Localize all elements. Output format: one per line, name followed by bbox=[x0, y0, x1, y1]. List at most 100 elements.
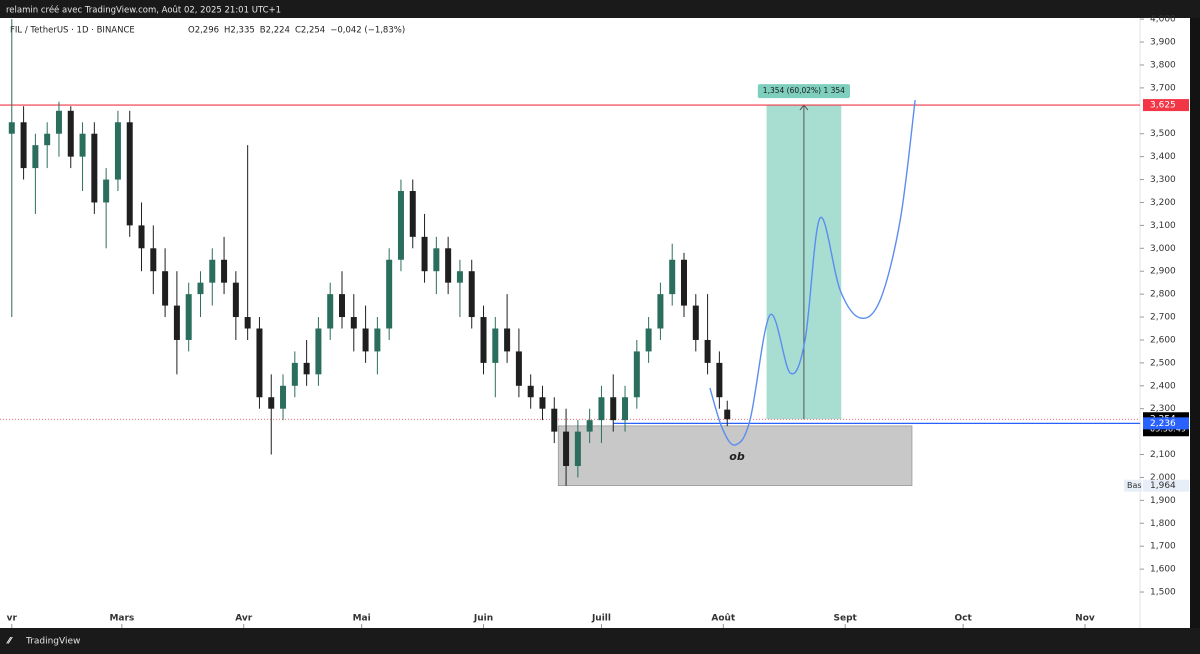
x-tick-label: Sept bbox=[834, 614, 858, 624]
candle-body bbox=[515, 351, 522, 386]
footer-logo: TradingView bbox=[25, 637, 80, 647]
candle-body bbox=[91, 133, 98, 203]
candle-body bbox=[162, 271, 169, 306]
x-tick-label: Nov bbox=[1075, 614, 1095, 624]
x-tick-label: vr bbox=[7, 614, 18, 624]
candle-body bbox=[397, 191, 404, 260]
y-tick-label: 1,800 bbox=[1150, 519, 1176, 529]
candle-body bbox=[8, 122, 15, 134]
candle-body bbox=[480, 317, 487, 363]
candle-body bbox=[291, 362, 298, 386]
y-tick-label: 4,000 bbox=[1150, 15, 1176, 25]
ohlc-value: B2,224 bbox=[260, 26, 290, 36]
candle-body bbox=[280, 385, 287, 409]
candle-body bbox=[339, 294, 345, 318]
candle-body bbox=[362, 328, 369, 352]
candle-body bbox=[20, 122, 27, 169]
candle-body bbox=[173, 305, 180, 340]
candle-body bbox=[622, 397, 629, 421]
candle-body bbox=[67, 110, 74, 157]
x-tick-label: Juin bbox=[473, 614, 493, 624]
ohlc-value: C2,254 bbox=[295, 26, 325, 36]
candle-body bbox=[303, 362, 310, 375]
candle-body bbox=[221, 259, 228, 283]
price-label-box bbox=[1143, 99, 1189, 112]
y-tick-label: 1,600 bbox=[1150, 565, 1176, 575]
y-tick-label: 2,100 bbox=[1150, 450, 1176, 460]
candle-body bbox=[563, 431, 570, 466]
candle-body bbox=[433, 248, 440, 272]
ohlc-legend: O2,296 H2,335 B2,224 C2,254 −0,042 (−1,83%) bbox=[188, 26, 405, 36]
price-label: 1,964 bbox=[1150, 481, 1176, 491]
candle-body bbox=[209, 259, 216, 283]
chart-area bbox=[0, 18, 1190, 628]
candle-body bbox=[327, 294, 334, 329]
y-tick-label: 3,800 bbox=[1150, 60, 1176, 70]
candle-body bbox=[268, 397, 275, 409]
y-tick-label: 1,700 bbox=[1150, 542, 1176, 552]
candle-body bbox=[539, 397, 546, 409]
prefix-box bbox=[1124, 479, 1142, 492]
ohlc-value: O2,296 bbox=[188, 26, 219, 36]
candle-body bbox=[504, 328, 511, 352]
candle-body bbox=[657, 294, 664, 329]
candle-body bbox=[197, 282, 204, 295]
ob-label: ob bbox=[729, 450, 745, 463]
y-tick-label: 3,500 bbox=[1150, 129, 1176, 139]
candle-body bbox=[692, 305, 699, 340]
y-tick-label: 3,700 bbox=[1150, 83, 1176, 93]
candle-body bbox=[44, 133, 51, 146]
x-tick-label: Mai bbox=[353, 614, 371, 624]
candle-body bbox=[350, 317, 357, 329]
candle-body bbox=[445, 248, 452, 283]
candle-body bbox=[598, 397, 605, 421]
y-tick-label: 2,300 bbox=[1150, 404, 1176, 414]
candle-body bbox=[724, 409, 731, 420]
candle-body bbox=[138, 225, 145, 249]
price-label: 2,236 bbox=[1150, 419, 1176, 429]
y-tick-label: 3,100 bbox=[1150, 221, 1176, 231]
x-tick-label: Juill bbox=[591, 614, 611, 624]
y-tick-label: 1,900 bbox=[1150, 496, 1176, 506]
candle-body bbox=[704, 339, 711, 363]
y-tick-label: 2,600 bbox=[1150, 335, 1176, 345]
price-label: 3,625 bbox=[1150, 101, 1176, 111]
candle-body bbox=[315, 328, 322, 375]
candle-body bbox=[633, 351, 640, 398]
candle-body bbox=[386, 259, 393, 329]
candle-body bbox=[586, 420, 593, 432]
target-label: 1,354 (60,02%) 1 354 bbox=[763, 86, 845, 95]
ohlc-value: −0,042 (−1,83%) bbox=[330, 26, 405, 36]
y-tick-label: 1,500 bbox=[1150, 588, 1176, 598]
y-tick-label: 2,900 bbox=[1150, 267, 1176, 277]
y-tick-label: 2,800 bbox=[1150, 290, 1176, 300]
candle-body bbox=[126, 122, 133, 226]
y-tick-label: 2,000 bbox=[1150, 473, 1176, 483]
candle-body bbox=[468, 271, 475, 318]
ob-zone bbox=[557, 425, 913, 486]
y-tick-label: 2,400 bbox=[1150, 381, 1176, 391]
candle-body bbox=[551, 408, 558, 432]
candle-body bbox=[409, 191, 416, 237]
y-tick-label: 3,400 bbox=[1150, 152, 1176, 162]
candle-body bbox=[103, 179, 110, 203]
candle-body bbox=[456, 271, 463, 283]
candle-body bbox=[421, 236, 428, 272]
candle-body bbox=[32, 145, 39, 169]
candle-body bbox=[610, 397, 617, 421]
candle-body bbox=[114, 122, 121, 180]
projection-line bbox=[709, 99, 916, 446]
candle-body bbox=[232, 282, 239, 318]
candle-body bbox=[244, 317, 251, 329]
price-prefix: Bas bbox=[1127, 481, 1142, 490]
candle-body bbox=[716, 362, 723, 398]
bottom-bar bbox=[0, 628, 1200, 654]
candle-body bbox=[527, 385, 534, 398]
x-tick-label: Oct bbox=[954, 614, 972, 624]
x-tick-label: Août bbox=[711, 614, 736, 624]
y-tick-label: 2,500 bbox=[1150, 358, 1176, 368]
candle-body bbox=[256, 328, 263, 398]
y-tick-label: 3,300 bbox=[1150, 175, 1176, 185]
